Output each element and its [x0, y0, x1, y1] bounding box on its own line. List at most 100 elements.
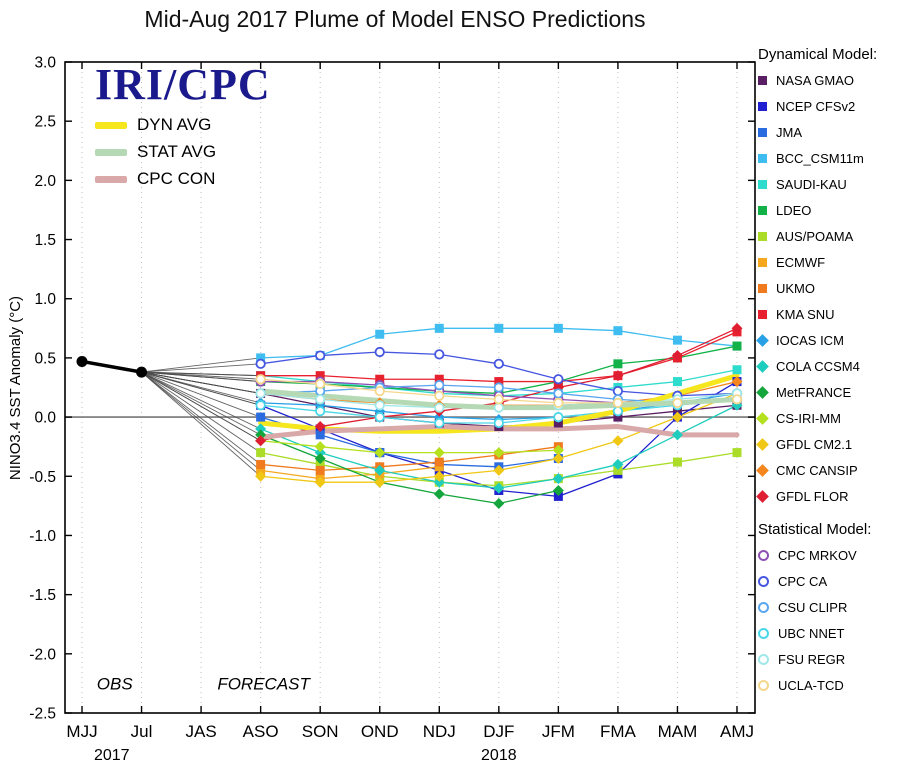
legend-item-nasa-gmao: NASA GMAO — [758, 67, 908, 93]
model-name-label: UBC NNET — [778, 625, 845, 641]
marker-ubc-nnet — [553, 411, 564, 423]
marker-cola-ccsm4 — [671, 429, 683, 441]
marker-ubc-nnet — [493, 417, 504, 429]
marker-fsu-regr — [374, 400, 385, 411]
y-tick-label: -0.5 — [29, 469, 56, 486]
annotation-forecast: FORECAST — [217, 674, 311, 693]
marker-cola-ccsm4 — [552, 473, 564, 485]
legend-item-ukmo: UKMO — [758, 275, 908, 301]
marker-saudi-kau — [672, 377, 682, 387]
marker-cola-ccsm4 — [314, 447, 326, 459]
marker-ldeo — [732, 341, 742, 351]
legend-item-iocas-icm: IOCAS ICM — [756, 327, 908, 353]
y-tick-label: -1.0 — [29, 528, 56, 545]
legend-item-cmc-cansip: CMC CANSIP — [756, 457, 908, 483]
model-legend: Dynamical Model: NASA GMAO NCEP CFSv2 JMA B… — [756, 46, 908, 698]
marker-metfrance — [314, 453, 326, 465]
marker-ubc-nnet — [612, 406, 624, 417]
square-marker-icon — [758, 309, 767, 319]
model-name-label: SAUDI-KAU — [776, 176, 847, 192]
marker-ncep-cfsv2 — [553, 491, 563, 501]
marker-cpc-ca — [434, 349, 445, 360]
x-tick-label-amj: AMJ — [720, 722, 754, 741]
marker-cs-iri-mm — [314, 441, 326, 453]
brand-label: IRI/CPC — [95, 60, 271, 109]
legend-item-ucla-tcd: UCLA-TCD — [758, 672, 908, 698]
marker-gfdl-cm2-1 — [433, 470, 445, 482]
marker-gfdl-flor — [255, 435, 267, 447]
fan-line-cpc-ca — [141, 363, 261, 373]
marker-gfdl-cm2-1 — [374, 476, 386, 488]
fan-line-bcc-csm11m — [141, 357, 261, 373]
fan-line-aus-poama — [141, 371, 261, 453]
legend-item-aus-poama: AUS/POAMA — [758, 223, 908, 249]
marker-cs-iri-mm — [374, 447, 386, 459]
marker-gfdl-flor — [612, 370, 624, 382]
model-name-label: CPC CA — [778, 573, 828, 589]
marker-cpc-ca — [315, 350, 326, 361]
series-line-kma-snu — [259, 331, 738, 383]
square-marker-icon — [758, 101, 767, 111]
x-tick-label-jul: Jul — [131, 722, 153, 741]
legend-label: CPC CON — [137, 169, 216, 189]
marker-bcc-csm11m — [256, 353, 266, 363]
marker-ucla-tcd — [731, 394, 743, 405]
marker-aus-poama — [672, 457, 682, 467]
marker-gfdl-flor — [731, 322, 743, 334]
marker-ucla-tcd — [374, 385, 385, 397]
marker-metfrance — [493, 497, 505, 509]
fan-line-fsu-regr — [141, 371, 261, 394]
marker-ucla-tcd — [315, 378, 326, 390]
model-name-label: KMA SNU — [776, 306, 835, 322]
legend-item-cs-iri-mm: CS-IRI-MM — [756, 405, 908, 431]
fan-line-gfdl-cm2-1 — [141, 371, 261, 477]
marker-cs-iri-mm — [433, 447, 445, 459]
marker-kma-snu — [375, 374, 385, 384]
x-tick-label-jas: JAS — [185, 722, 216, 741]
marker-metfrance — [433, 488, 445, 500]
line-swatch-icon — [95, 148, 127, 156]
marker-ubc-nnet — [434, 417, 445, 429]
marker-cpc-ca — [374, 346, 385, 358]
marker-cpc-ca — [553, 374, 564, 385]
square-marker-icon — [758, 257, 767, 267]
model-name-label: CMC CANSIP — [776, 462, 858, 478]
marker-kma-snu — [315, 371, 325, 381]
circle-marker-icon — [758, 601, 769, 613]
diamond-marker-icon — [756, 333, 769, 347]
legend-item-csu-clipr: CSU CLIPR — [758, 594, 908, 620]
marker-kma-snu — [434, 374, 444, 384]
marker-bcc-csm11m — [553, 323, 563, 333]
marker-gfdl-cm2-1 — [671, 411, 683, 423]
x-tick-label-ond: OND — [361, 722, 399, 741]
marker-cs-iri-mm — [552, 444, 564, 456]
legend-item-ldeo: LDEO — [758, 197, 908, 223]
y-tick-label: 2.5 — [34, 114, 56, 131]
legend-item-metfrance: MetFRANCE — [756, 379, 908, 405]
marker-ubc-nnet — [374, 411, 385, 423]
marker-cola-ccsm4 — [374, 464, 386, 476]
model-name-label: NCEP CFSv2 — [776, 98, 856, 114]
marker-cs-iri-mm — [493, 447, 505, 459]
marker-cmc-cansip — [731, 376, 743, 388]
marker-gfdl-cm2-1 — [612, 435, 624, 447]
fan-line-ubc-nnet — [141, 371, 261, 406]
model-name-label: UCLA-TCD — [778, 677, 844, 693]
legend-item-cpc-mrkov: CPC MRKOV — [758, 542, 908, 568]
legend-item-jma: JMA — [758, 119, 908, 145]
marker-gfdl-cm2-1 — [493, 464, 505, 476]
series-line-metfrance — [259, 434, 560, 505]
y-tick-label: 3.0 — [34, 55, 56, 72]
legend-row-cpc-con: CPC CON — [95, 169, 271, 189]
series-line-cs-iri-mm — [259, 440, 560, 454]
year-label-2017: 2017 — [94, 747, 130, 764]
legend-item-cola-ccsm4: COLA CCSM4 — [756, 353, 908, 379]
series-line-jma — [259, 416, 560, 468]
model-name-label: IOCAS ICM — [776, 332, 844, 348]
marker-bcc-csm11m — [672, 335, 682, 345]
x-tick-label-mjj: MJJ — [66, 722, 97, 741]
marker-gfdl-cm2-1 — [314, 476, 326, 488]
model-name-label: GFDL CM2.1 — [776, 436, 853, 452]
marker-gfdl-flor — [671, 350, 683, 362]
